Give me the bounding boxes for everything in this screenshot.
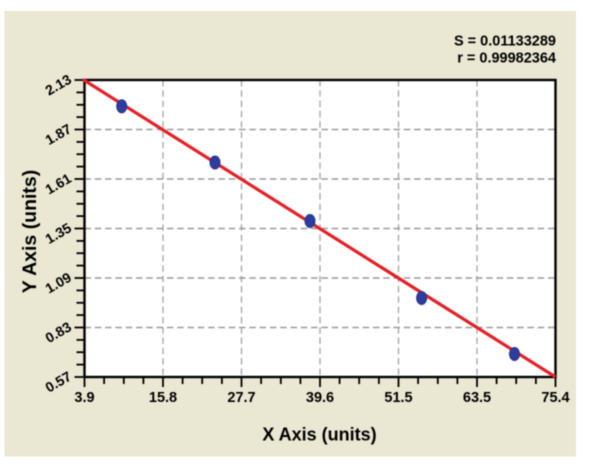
svg-text:3.9: 3.9 xyxy=(74,390,94,406)
svg-text:r = 0.99982364: r = 0.99982364 xyxy=(457,51,556,67)
svg-text:39.6: 39.6 xyxy=(306,390,334,406)
svg-text:X Axis (units): X Axis (units) xyxy=(262,425,376,445)
svg-text:75.4: 75.4 xyxy=(541,390,569,406)
svg-text:63.5: 63.5 xyxy=(463,390,491,406)
svg-text:51.5: 51.5 xyxy=(384,390,412,406)
svg-text:15.8: 15.8 xyxy=(149,390,177,406)
svg-text:27.7: 27.7 xyxy=(227,390,255,406)
svg-text:S = 0.01133289: S = 0.01133289 xyxy=(454,34,556,50)
svg-text:Y Axis (units): Y Axis (units) xyxy=(19,170,41,294)
